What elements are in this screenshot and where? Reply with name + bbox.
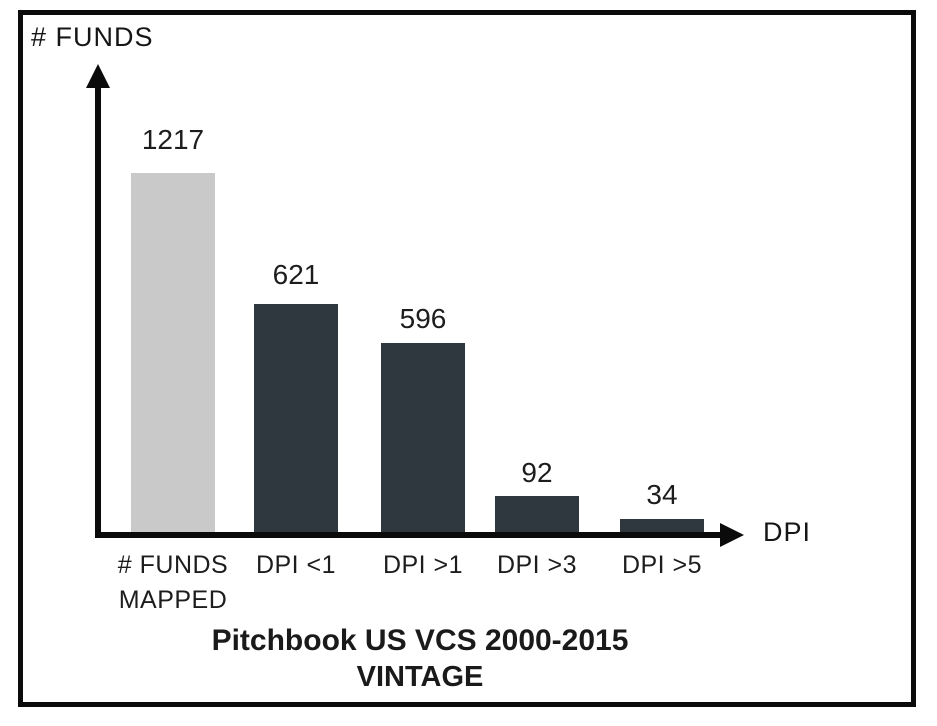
category-label-dpi-gt5: DPI >5 (621, 551, 703, 579)
bar-dpi-gt5 (620, 519, 704, 536)
chart-title-line1: Pitchbook US VCS 2000-2015 (211, 624, 629, 657)
bar-dpi-gt3 (495, 496, 579, 536)
category-label-dpi-lt1: DPI <1 (255, 551, 337, 579)
bar-funds-mapped (131, 173, 215, 536)
x-axis-arrow-icon (720, 523, 744, 547)
y-axis-line (95, 80, 101, 538)
category-label-dpi-gt1: DPI >1 (382, 551, 464, 579)
chart-title-line2: VINTAGE (356, 661, 484, 693)
value-label-dpi-gt5: 34 (646, 479, 678, 510)
value-label-dpi-lt1: 621 (272, 259, 320, 290)
x-axis-title: DPI (763, 517, 812, 547)
value-label-funds-mapped: 1217 (141, 124, 205, 155)
x-axis-line (95, 532, 722, 538)
category-label-funds-mapped: # FUNDS MAPPED (117, 551, 229, 614)
value-label-dpi-gt3: 92 (521, 457, 553, 488)
bar-dpi-gt1 (381, 343, 465, 536)
value-label-dpi-gt1: 596 (399, 303, 447, 334)
bar-dpi-lt1 (254, 304, 338, 536)
category-label-dpi-gt3: DPI >3 (496, 551, 578, 579)
y-axis-title: # FUNDS (31, 22, 154, 52)
chart-title: Pitchbook US VCS 2000-2015 VINTAGE (120, 622, 720, 695)
